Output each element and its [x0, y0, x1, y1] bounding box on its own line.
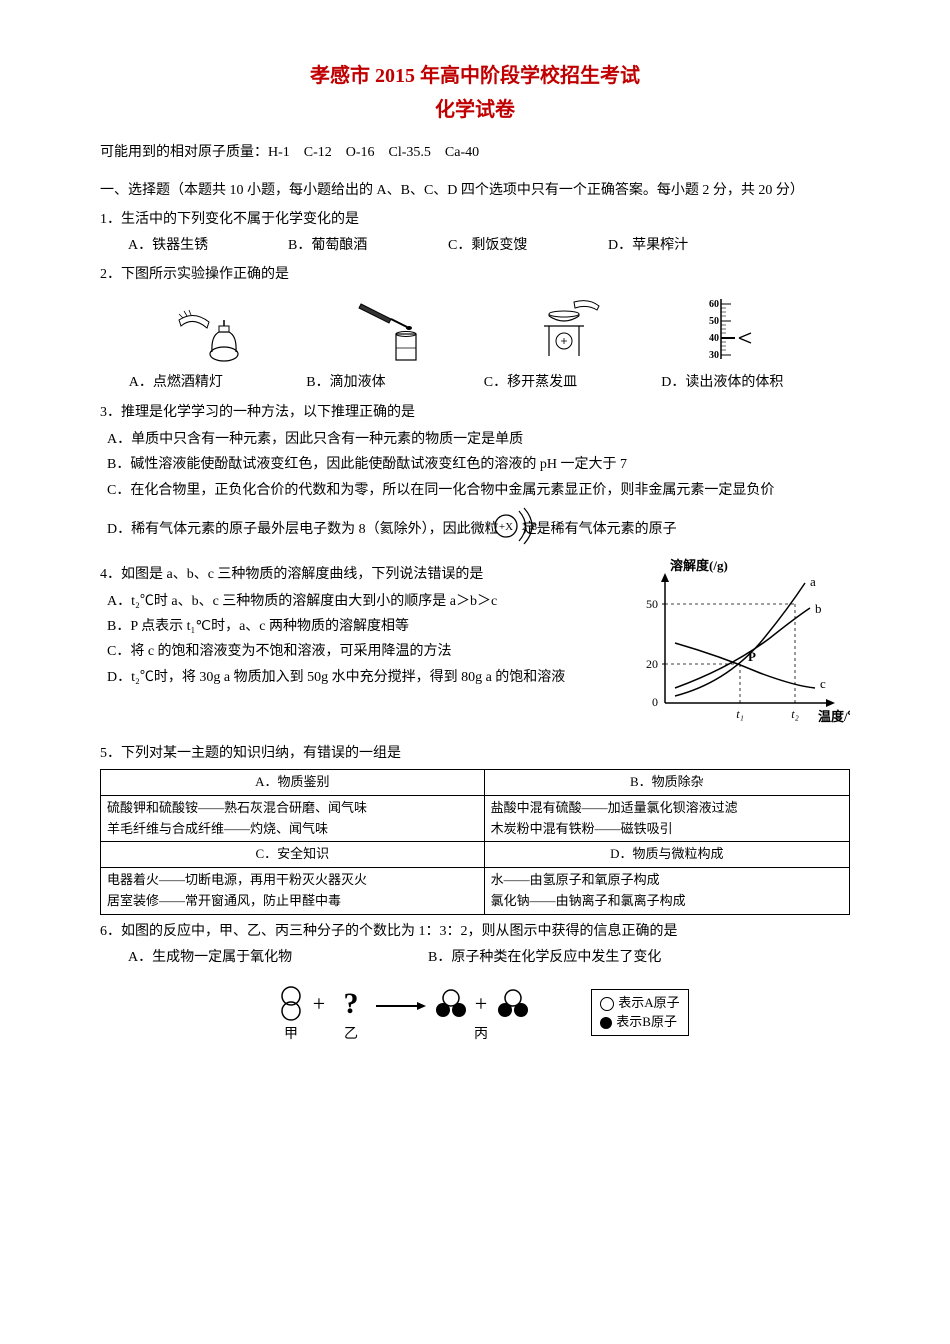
svg-text:P: P — [748, 649, 756, 664]
q2-caption-a: A．点燃酒精灯 — [129, 372, 289, 394]
svg-text:30: 30 — [709, 350, 719, 361]
q3-option-a: A．单质中只含有一种元素，因此只含有一种元素的物质一定是单质 — [100, 429, 850, 451]
svg-text:b: b — [815, 601, 822, 616]
q3-option-c: C．在化合物里，正负化合价的代数和为零，所以在同一化合物中金属元素显正价，则非金… — [100, 480, 850, 502]
q6-stem: 6．如图的反应中，甲、乙、丙三种分子的个数比为 1：3：2，则从图示中获得的信息… — [100, 921, 850, 943]
q1-option-b: B．葡萄酿酒 — [288, 235, 448, 257]
q2-caption-d: D．读出液体的体积 — [661, 372, 821, 394]
svg-text:t₂: t₂ — [791, 707, 799, 721]
q6-option-b: B．原子种类在化学反应中发生了变化 — [428, 947, 661, 969]
q2-caption-b: B．滴加液体 — [306, 372, 466, 394]
svg-text:40: 40 — [709, 333, 719, 344]
q5-stem: 5．下列对某一主题的知识归纳，有错误的一组是 — [100, 743, 850, 765]
q6-options: A．生成物一定属于氧化物 B．原子种类在化学反应中发生了变化 — [100, 947, 850, 969]
q5-table: A．物质鉴别 B．物质除杂 硫酸钾和硫酸铵——熟石灰混合研磨、闻气味 羊毛纤维与… — [100, 769, 850, 915]
q1-option-c: C．剩饭变馊 — [448, 235, 608, 257]
q1-stem: 1．生活中的下列变化不属于化学变化的是 — [100, 209, 850, 231]
q3-d-post: 定是稀有气体元素的原子 — [544, 519, 677, 541]
svg-text:a: a — [810, 574, 816, 589]
svg-text:c: c — [820, 676, 826, 691]
q2-figure-b-dropper-icon — [316, 294, 456, 364]
q6-option-a: A．生成物一定属于氧化物 — [128, 947, 428, 969]
q5-header-d: D．物质与微粒构成 — [484, 842, 849, 868]
svg-text:50: 50 — [646, 597, 658, 611]
svg-text:+: + — [475, 991, 487, 1016]
q4-option-a: A．t₂℃时 a、b、c 三种物质的溶解度由大到小的顺序是 a＞b＞c — [100, 591, 620, 613]
q3-option-d: D．稀有气体元素的原子最外层电子数为 8（氦除外），因此微粒 +X 2 8 定是… — [100, 505, 850, 555]
q5-cell-c: 电器着火——切断电源，再用干粉灭火器灭火 居室装修——常开窗通风，防止甲醛中毒 — [101, 868, 485, 915]
svg-text:甲: 甲 — [284, 1027, 298, 1042]
q1-options: A．铁器生锈 B．葡萄酿酒 C．剩饭变馊 D．苹果榨汁 — [100, 235, 850, 257]
q4-stem: 4．如图是 a、b、c 三种物质的溶解度曲线，下列说法错误的是 — [100, 564, 620, 586]
q2-figure-d-cylinder-icon: 60 50 40 30 — [671, 294, 811, 364]
q3-option-b: B．碱性溶液能使酚酞试液变红色，因此能使酚酞试液变红色的溶液的 pH 一定大于 … — [100, 454, 850, 476]
q4-solubility-chart: 溶解度(/g) 50 20 0 t₁ t₂ 温度/℃ a — [630, 558, 850, 736]
svg-text:?: ? — [344, 987, 359, 1020]
svg-text:乙: 乙 — [344, 1026, 358, 1042]
atomic-mass-info: 可能用到的相对原子质量：H-1 C-12 O-16 Cl-35.5 Ca-40 — [100, 142, 850, 164]
svg-text:20: 20 — [646, 657, 658, 671]
q2-figure-c-evaporating-dish-icon — [494, 294, 634, 364]
svg-text:溶解度(/g): 溶解度(/g) — [670, 558, 728, 573]
filled-circle-icon — [600, 1017, 612, 1029]
open-circle-icon — [600, 997, 614, 1011]
exam-title: 孝感市 2015 年高中阶段学校招生考试 — [100, 60, 850, 92]
svg-text:+: + — [313, 991, 325, 1016]
svg-text:t₁: t₁ — [736, 707, 744, 721]
svg-text:温度/℃: 温度/℃ — [818, 709, 850, 724]
exam-subtitle: 化学试卷 — [100, 94, 850, 126]
q2-caption-c: C．移开蒸发皿 — [484, 372, 644, 394]
q3-d-pre: D．稀有气体元素的原子最外层电子数为 8（氦除外），因此微粒 — [128, 519, 499, 541]
q5-cell-a: 硫酸钾和硫酸铵——熟石灰混合研磨、闻气味 羊毛纤维与合成纤维——灼烧、闻气味 — [101, 795, 485, 842]
q5-header-c: C．安全知识 — [101, 842, 485, 868]
section-1-header: 一、选择题（本题共 10 小题，每小题给出的 A、B、C、D 四个选项中只有一个… — [100, 180, 850, 202]
svg-text:0: 0 — [652, 695, 658, 709]
q2-figure-a-alcohol-lamp-icon — [139, 294, 279, 364]
q2-stem: 2．下图所示实验操作正确的是 — [100, 264, 850, 286]
q2-captions: A．点燃酒精灯 B．滴加液体 C．移开蒸发皿 D．读出液体的体积 — [100, 372, 850, 394]
q3-stem: 3．推理是化学学习的一种方法，以下推理正确的是 — [100, 402, 850, 424]
q4-option-c: C．将 c 的饱和溶液变为不饱和溶液，可采用降温的方法 — [100, 641, 620, 663]
svg-text:50: 50 — [709, 316, 719, 327]
svg-text:+X: +X — [499, 521, 513, 533]
svg-text:丙: 丙 — [474, 1027, 488, 1042]
q6-diagram: 甲 + ? 乙 + 丙 表示A原子 表示B原子 — [100, 978, 850, 1048]
q5-header-a: A．物质鉴别 — [101, 770, 485, 796]
q1-option-d: D．苹果榨汁 — [608, 235, 768, 257]
q5-header-b: B．物质除杂 — [484, 770, 849, 796]
q4-option-d: D．t₂℃时，将 30g a 物质加入到 50g 水中充分搅拌，得到 80g a… — [100, 667, 620, 689]
legend-b: 表示B原子 — [616, 1014, 677, 1029]
q4-option-b: B．P 点表示 t₁℃时，a、c 两种物质的溶解度相等 — [100, 616, 620, 638]
svg-text:60: 60 — [709, 299, 719, 310]
q5-cell-d: 水——由氢原子和氧原子构成 氯化钠——由钠离子和氯离子构成 — [484, 868, 849, 915]
q1-option-a: A．铁器生锈 — [128, 235, 288, 257]
legend-a: 表示A原子 — [618, 995, 679, 1010]
q5-cell-b: 盐酸中混有硫酸——加适量氯化钡溶液过滤 木炭粉中混有铁粉——磁铁吸引 — [484, 795, 849, 842]
q2-figures: 60 50 40 30 — [100, 294, 850, 364]
q6-legend: 表示A原子 表示B原子 — [591, 989, 688, 1035]
